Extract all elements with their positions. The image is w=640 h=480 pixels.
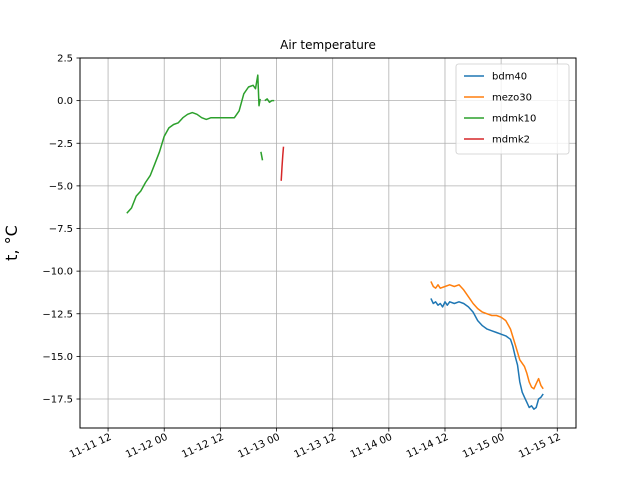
legend-box: [455, 63, 570, 155]
plot-lines: [126, 74, 544, 410]
legend-label-mdmk2: mdmk2: [492, 135, 530, 146]
plot-frame: [79, 57, 577, 429]
y-tick-label: −15.0: [42, 352, 73, 363]
y-tick-label: −12.5: [42, 309, 73, 320]
series-line-mdmk10: [264, 98, 275, 104]
y-tick-label: −10.0: [42, 267, 73, 278]
y-tick-label: −17.5: [42, 395, 73, 406]
series-line-mdmk2: [280, 146, 285, 181]
legend-label-mezo30: mezo30: [492, 93, 532, 104]
y-tick-label: −7.5: [49, 224, 73, 235]
y-tick-label: 0.0: [57, 96, 73, 107]
legend-label-bdm40: bdm40: [492, 72, 527, 83]
series-line-bdm40: [430, 298, 544, 410]
y-tick-label: −2.5: [49, 139, 73, 150]
series-line-mezo30: [430, 281, 544, 390]
y-tick-label: −5.0: [49, 181, 73, 192]
chart-title: Air temperature: [280, 38, 376, 52]
y-axis-ticks: 2.5 0.0 −2.5 −5.0 −7.5 −10.0 −12.5 −15.0 −17.5: [42, 54, 80, 406]
legend: bdm40 mezo30 mdmk10 mdmk2: [455, 63, 570, 155]
y-tick-label: 2.5: [57, 54, 73, 65]
series-line-mdmk10: [260, 151, 264, 161]
legend-label-mdmk10: mdmk10: [492, 114, 536, 125]
series-line-mdmk10: [126, 74, 261, 214]
y-axis-label: t, °C: [2, 225, 21, 261]
